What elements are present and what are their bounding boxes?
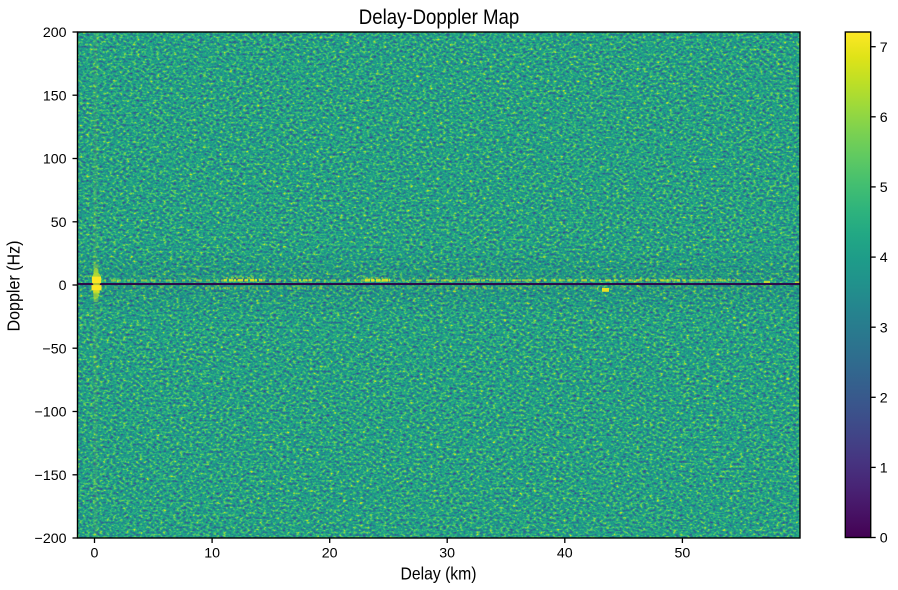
svg-text:50: 50 bbox=[51, 215, 67, 231]
svg-text:−150: −150 bbox=[35, 468, 67, 484]
svg-text:0: 0 bbox=[880, 531, 888, 547]
svg-text:−50: −50 bbox=[42, 341, 66, 357]
svg-text:1: 1 bbox=[880, 461, 888, 477]
svg-text:−200: −200 bbox=[35, 531, 67, 547]
svg-text:Delay-Doppler Map: Delay-Doppler Map bbox=[359, 5, 520, 29]
svg-text:0: 0 bbox=[59, 278, 67, 294]
svg-text:200: 200 bbox=[43, 25, 67, 41]
svg-text:Doppler (Hz): Doppler (Hz) bbox=[4, 241, 24, 332]
svg-text:7: 7 bbox=[880, 40, 888, 56]
svg-text:10: 10 bbox=[204, 546, 220, 562]
svg-text:−100: −100 bbox=[35, 405, 67, 421]
svg-text:Delay (km): Delay (km) bbox=[401, 563, 477, 583]
svg-text:30: 30 bbox=[439, 546, 455, 562]
svg-text:4: 4 bbox=[880, 250, 888, 266]
svg-text:2: 2 bbox=[880, 390, 888, 406]
svg-text:40: 40 bbox=[557, 546, 573, 562]
svg-text:150: 150 bbox=[43, 88, 67, 104]
svg-text:100: 100 bbox=[43, 152, 67, 168]
svg-text:0: 0 bbox=[91, 546, 99, 562]
svg-text:20: 20 bbox=[322, 546, 338, 562]
svg-text:5: 5 bbox=[880, 180, 888, 196]
svg-text:6: 6 bbox=[880, 110, 888, 126]
svg-text:3: 3 bbox=[880, 320, 888, 336]
svg-text:50: 50 bbox=[675, 546, 691, 562]
